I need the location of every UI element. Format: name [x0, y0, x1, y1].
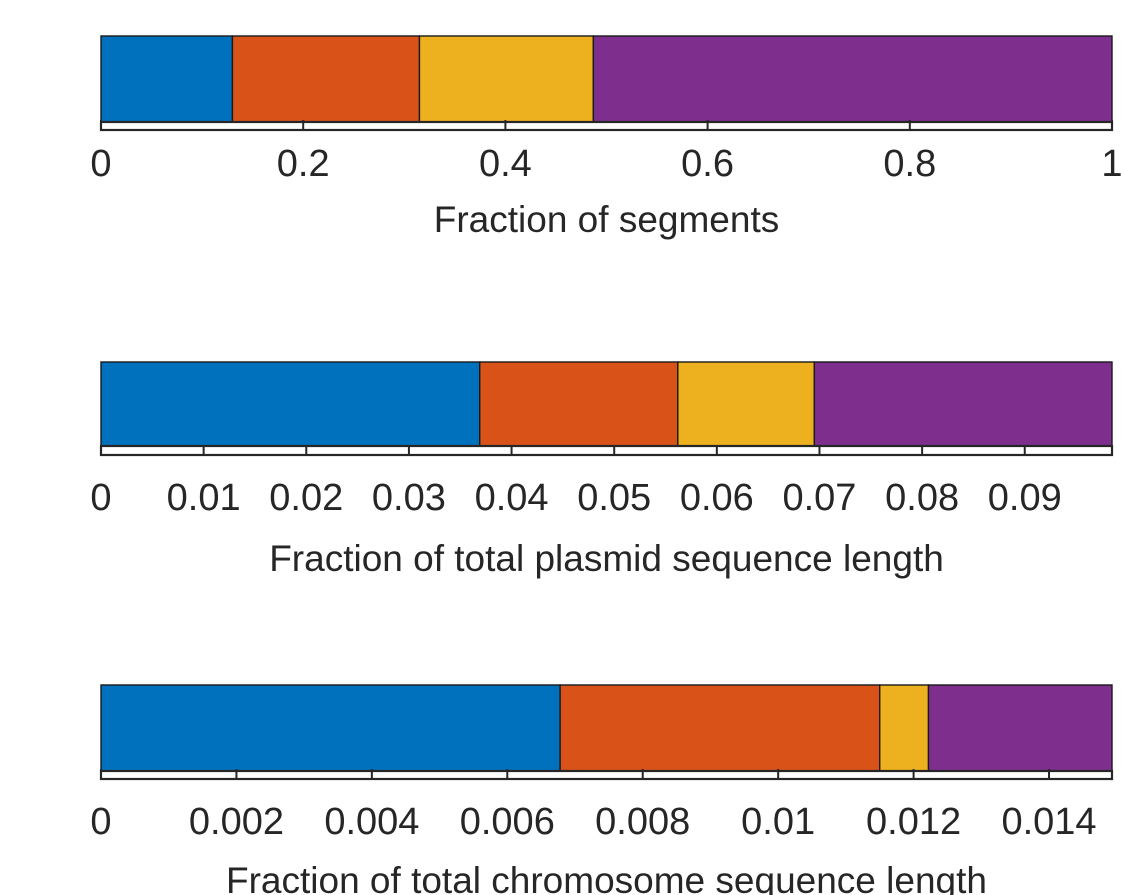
- x-tick-label: 0: [90, 801, 111, 843]
- x-axis-label: Fraction of total plasmid sequence lengt…: [269, 538, 944, 579]
- x-tick-label: 0.2: [277, 143, 330, 185]
- bar-segment-4: [927, 684, 1113, 772]
- x-tick-label: 0.06: [680, 477, 754, 519]
- bar-segment-1: [100, 361, 481, 447]
- x-tick-label: 0: [90, 143, 111, 185]
- x-axis-label: Fraction of segments: [434, 199, 779, 240]
- x-tick-label: 0.07: [782, 477, 856, 519]
- bar-segment-2: [231, 35, 421, 123]
- x-axis-label: Fraction of total chromosome sequence le…: [226, 860, 987, 895]
- x-tick-label: 0.014: [1001, 801, 1096, 843]
- x-tick-label: 0.04: [475, 477, 549, 519]
- x-tick-label: 0.4: [479, 143, 532, 185]
- x-tick-label: 0.8: [883, 143, 936, 185]
- x-tick-label: 0.008: [595, 801, 690, 843]
- x-tick-label: 0: [90, 477, 111, 519]
- x-axis-box: [99, 444, 1114, 457]
- x-tick-label: 0.012: [866, 801, 961, 843]
- bar-segment-1: [100, 684, 561, 772]
- x-tick-label: 1: [1101, 143, 1121, 185]
- bar-segment-2: [559, 684, 881, 772]
- x-tick-label: 0.6: [681, 143, 734, 185]
- x-axis-box: [99, 769, 1114, 781]
- bar-segment-1: [100, 35, 234, 123]
- panel-fraction-of-segments: 0 0.2 0.4 0.6 0.8 1 Fraction of segments: [90, 35, 1121, 240]
- x-tick-label: 0.08: [885, 477, 959, 519]
- bar-segment-3: [677, 361, 816, 447]
- x-tick-label: 0.05: [577, 477, 651, 519]
- x-tick-label: 0.01: [741, 801, 815, 843]
- x-tick-label: 0.01: [167, 477, 241, 519]
- x-tick-label: 0.09: [988, 477, 1062, 519]
- x-tick-label: 0.002: [189, 801, 284, 843]
- bar-segment-3: [879, 684, 930, 772]
- x-tick-label: 0.006: [460, 801, 555, 843]
- bar-segment-4: [813, 361, 1113, 447]
- bar-segment-3: [418, 35, 595, 123]
- bar-segment-4: [592, 35, 1113, 123]
- x-tick-label: 0.03: [372, 477, 446, 519]
- panel-fraction-of-plasmid-length: 0 0.01 0.02 0.03 0.04 0.05 0.06 0.07 0.08 0.09 Fra…: [90, 361, 1114, 579]
- bar-segment-2: [479, 361, 679, 447]
- panel-fraction-of-chromosome-length: 0 0.002 0.004 0.006 0.008 0.01 0.012 0.014 Fract…: [90, 684, 1114, 895]
- x-tick-label: 0.02: [269, 477, 343, 519]
- x-tick-label: 0.004: [324, 801, 419, 843]
- x-axis-box: [99, 120, 1114, 132]
